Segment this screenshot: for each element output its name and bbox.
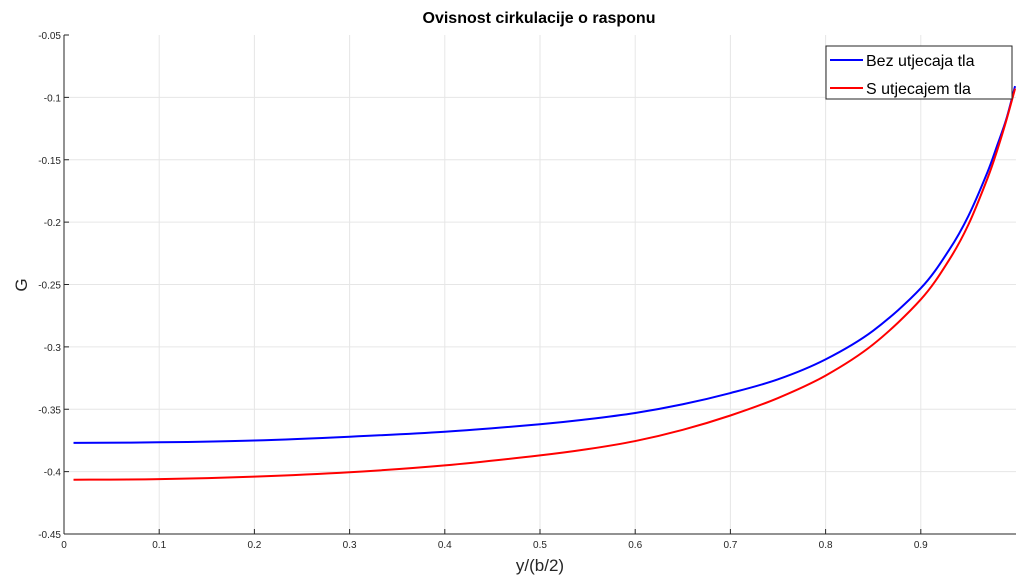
x-tick-label: 0.6 (628, 540, 642, 551)
legend-label-bez: Bez utjecaja tla (866, 53, 975, 70)
series-lines (73, 85, 1016, 481)
x-tick-label: 0.3 (343, 540, 357, 551)
x-axis-ticks: 0 0.1 0.2 0.3 0.4 0.5 0.6 0.7 0.8 0.9 (61, 529, 928, 551)
chart-title: Ovisnost cirkulacije o rasponu (423, 10, 656, 27)
y-tick-label: -0.4 (44, 468, 62, 479)
y-tick-label: -0.45 (38, 530, 61, 541)
x-tick-label: 0.1 (152, 540, 166, 551)
legend-label-s: S utjecajem tla (866, 81, 971, 98)
y-tick-label: -0.1 (44, 93, 62, 104)
x-tick-label: 0.8 (819, 540, 833, 551)
x-tick-label: 0.2 (247, 540, 261, 551)
x-tick-label: 0.4 (438, 540, 452, 551)
y-tick-label: -0.15 (38, 156, 61, 167)
x-axis-label: y/(b/2) (516, 556, 564, 575)
y-axis-ticks: -0.05 -0.1 -0.15 -0.2 -0.25 -0.3 -0.35 -0.4 -0.4… (38, 31, 69, 541)
y-tick-label: -0.3 (44, 343, 62, 354)
y-tick-label: -0.05 (38, 31, 61, 42)
x-tick-label: 0 (61, 540, 67, 551)
legend: Bez utjecaja tla S utjecajem tla (825, 45, 1013, 100)
legend-box (825, 45, 1013, 100)
x-tick-label: 0.9 (914, 540, 928, 551)
y-tick-label: -0.25 (38, 281, 61, 292)
x-tick-label: 0.5 (533, 540, 547, 551)
series-line-0 (73, 85, 1016, 444)
series-line-1 (73, 88, 1016, 481)
y-tick-label: -0.35 (38, 405, 61, 416)
y-tick-label: -0.2 (44, 218, 62, 229)
x-tick-label: 0.7 (723, 540, 737, 551)
y-axis-label: G (12, 278, 31, 291)
